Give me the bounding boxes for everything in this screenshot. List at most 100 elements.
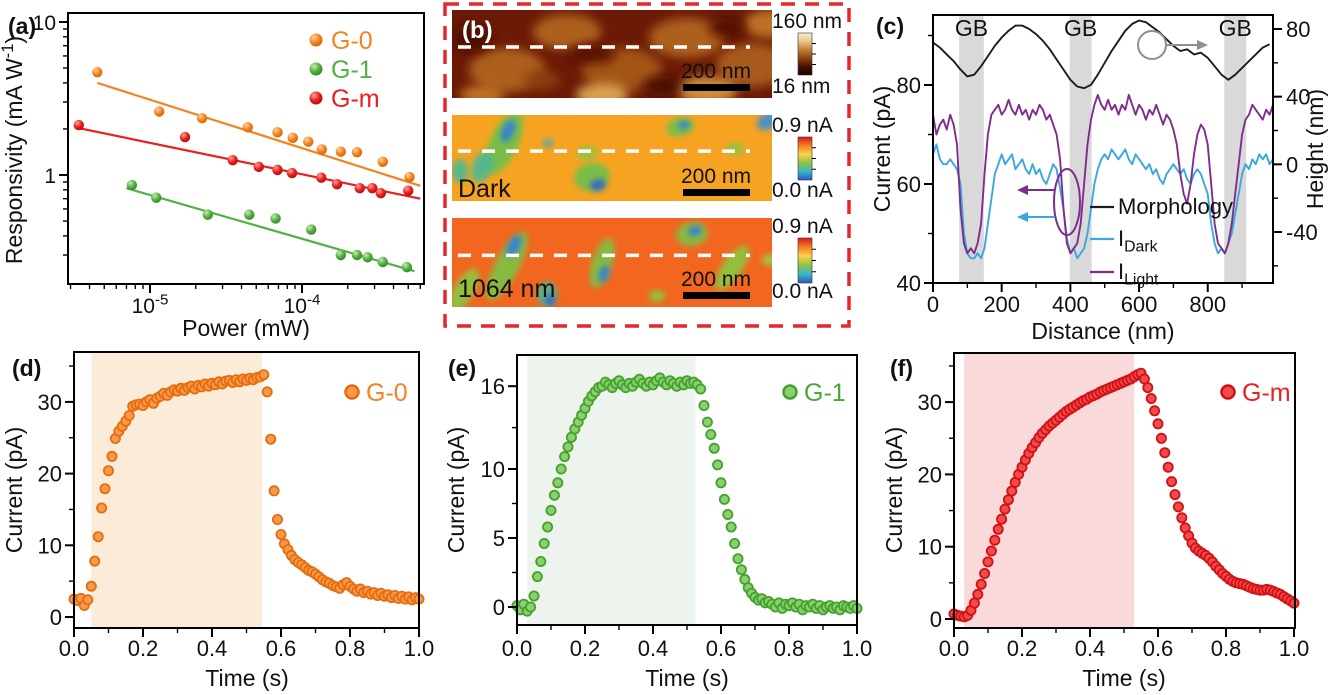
x-axis-label: Time (s) bbox=[205, 665, 288, 691]
y-axis-label: Current (pA) bbox=[881, 427, 907, 554]
current-map-dark-image bbox=[452, 115, 772, 201]
data-series-G-0 bbox=[68, 369, 425, 611]
legend-entry-G-0: G-0 bbox=[366, 379, 408, 407]
dashed-red-border bbox=[443, 2, 851, 328]
scale-bar-label: 200 nm bbox=[681, 268, 751, 291]
y-tick-label: 0 bbox=[50, 605, 62, 630]
y-tick-label: 10 bbox=[33, 12, 56, 35]
y-tick-label: 5 bbox=[493, 526, 505, 551]
x-tick-label: 0.2 bbox=[1007, 636, 1038, 661]
axes-frame bbox=[67, 12, 425, 285]
panel-label-d: (d) bbox=[12, 355, 41, 381]
y-right-tick-label: 80 bbox=[1286, 17, 1310, 42]
x-tick-label: 0.8 bbox=[1211, 636, 1242, 661]
afm-maps-group: 200 nm (b) 160 nm 16 nm 200 nm Dark 0.9 nA 0.0 … bbox=[443, 2, 851, 328]
legend-entry: ILight bbox=[1118, 259, 1159, 289]
x-tick-label: 0.6 bbox=[266, 636, 297, 661]
axis-ticks bbox=[508, 385, 858, 634]
legend-entry-G-1: G-1 bbox=[804, 379, 846, 407]
y-left-tick-label: 40 bbox=[897, 271, 921, 296]
scale-bar bbox=[683, 189, 750, 196]
colorbar-max-label: 160 nm bbox=[772, 10, 842, 33]
legend-entry-G-1: G-1 bbox=[331, 56, 373, 84]
gb-band bbox=[959, 15, 984, 283]
x-tick-label: 0.2 bbox=[128, 636, 159, 661]
illumination-shade bbox=[527, 355, 696, 625]
photoresponse-chart-G-m: 0.0 0.2 0.4 0.6 0.8 1.0 0 10 20 30 Time (s) Current… bbox=[881, 352, 1310, 691]
scale-bar-label: 200 nm bbox=[681, 165, 751, 188]
colorbar-min-label: 0.0 nA bbox=[772, 179, 833, 202]
panel-label-f: (f) bbox=[890, 355, 913, 381]
x-tick-label: 0.0 bbox=[59, 636, 90, 661]
y-tick-label: 30 bbox=[38, 390, 62, 415]
legend: G-0 bbox=[344, 379, 408, 407]
curve-morphology bbox=[932, 19, 1271, 90]
panel-label-b: (b) bbox=[462, 17, 493, 44]
colorbar-max-label: 0.9 nA bbox=[772, 114, 833, 137]
line-profile-chart: GB GB GB0 200 400 600 800406080-4004080Distanc… bbox=[870, 13, 1328, 344]
axis-ticks bbox=[945, 365, 1295, 637]
x-tick-label: 0.6 bbox=[1143, 636, 1174, 661]
axis-ticks bbox=[65, 365, 420, 637]
x-tick-label: 0.0 bbox=[939, 636, 970, 661]
panel-label-e: (e) bbox=[448, 355, 476, 381]
y-tick-label: 16 bbox=[481, 374, 505, 399]
curve-ilight bbox=[932, 93, 1274, 255]
y-axis-left-label: Current (pA) bbox=[870, 86, 895, 213]
right-axis-pointer-circle bbox=[1137, 30, 1167, 60]
y-axis-label: Responsivity (mA W-1) bbox=[0, 36, 27, 264]
y-tick-label: 0 bbox=[493, 595, 505, 620]
y-axis-label: Current (pA) bbox=[1, 427, 27, 554]
x-tick-label: 200 bbox=[983, 292, 1020, 317]
y-axis-right-label: Height (nm) bbox=[1302, 89, 1328, 209]
colorbar bbox=[797, 237, 813, 284]
axis-ticks bbox=[924, 28, 1282, 292]
curve-idark bbox=[932, 143, 1274, 260]
x-tick-label: 0.4 bbox=[197, 636, 228, 661]
data-series-G-0 bbox=[92, 66, 421, 187]
legend-entry-G-m: G-m bbox=[331, 85, 380, 113]
y-tick-label: 20 bbox=[918, 462, 942, 487]
right-arrow-icon bbox=[1197, 40, 1208, 50]
gb-label: GB bbox=[1064, 15, 1097, 41]
y-tick-label: 0 bbox=[930, 607, 942, 632]
x-tick-label: 0.4 bbox=[638, 636, 669, 661]
y-right-tick-label: -40 bbox=[1286, 220, 1318, 245]
annotations bbox=[1017, 30, 1208, 236]
x-tick-label: 10-4 bbox=[284, 292, 321, 318]
x-tick-label: 800 bbox=[1189, 292, 1226, 317]
x-axis-label: Time (s) bbox=[1082, 665, 1165, 691]
left-arrow-icon-blue bbox=[1017, 212, 1028, 222]
gb-label: GB bbox=[955, 15, 988, 41]
data-series-G-m bbox=[948, 367, 1300, 623]
x-tick-label: 0.6 bbox=[706, 636, 737, 661]
map-condition-label: 1064 nm bbox=[458, 275, 555, 303]
gb-label: GB bbox=[1219, 15, 1252, 41]
map-condition-label: Dark bbox=[458, 175, 511, 203]
photoresponse-chart-G-1: 0.0 0.2 0.4 0.6 0.8 1.0 0 5 10 16 Time (s) Current … bbox=[443, 354, 872, 691]
y-tick-label: 10 bbox=[38, 533, 62, 558]
x-axis-label: Distance (nm) bbox=[1031, 318, 1174, 344]
scale-bar-label: 200 nm bbox=[681, 60, 751, 83]
x-tick-label: 1.0 bbox=[404, 636, 435, 661]
height-map-image bbox=[452, 10, 772, 98]
x-tick-label: 1.0 bbox=[1279, 636, 1310, 661]
scale-bar bbox=[683, 84, 750, 91]
x-axis-label: Time (s) bbox=[645, 665, 728, 691]
axes-frame bbox=[932, 14, 1274, 284]
x-tick-label: 0.8 bbox=[774, 636, 805, 661]
legend: G-1 bbox=[782, 379, 846, 407]
axis-ticks bbox=[59, 21, 421, 293]
gb-bands bbox=[959, 15, 1247, 283]
colorbar bbox=[797, 136, 813, 181]
panel-c-line-profile-chart: GB GB GB 0 200 400 600 800 40 60 80 -40 0 40 80 Distanc… bbox=[870, 0, 1336, 345]
legend-entry-G-0: G-0 bbox=[331, 27, 373, 55]
legend: G-m bbox=[1220, 379, 1291, 407]
legend-entry: IDark bbox=[1118, 226, 1158, 256]
y-left-tick-label: 80 bbox=[897, 73, 921, 98]
left-axis-pointer-ellipse bbox=[1053, 168, 1081, 236]
y-left-tick-label: 60 bbox=[897, 172, 921, 197]
x-tick-label: 400 bbox=[1052, 292, 1089, 317]
